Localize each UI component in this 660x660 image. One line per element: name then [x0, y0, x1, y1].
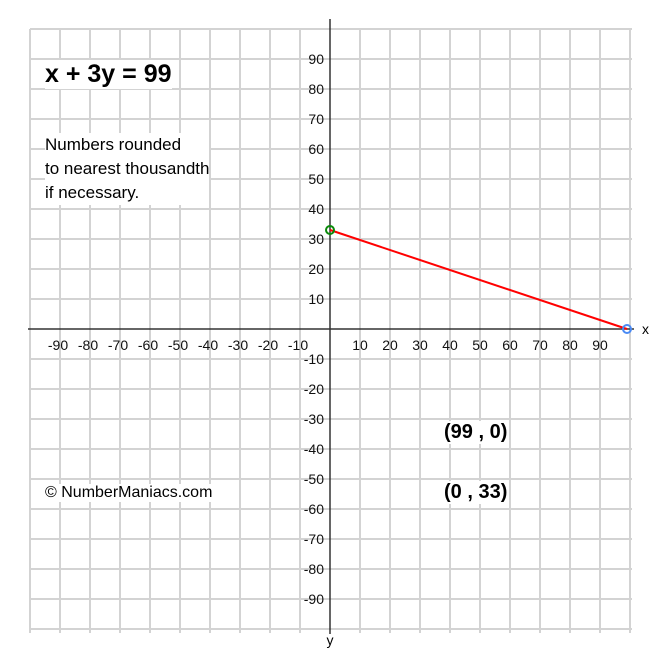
y-intercept-point: [325, 225, 335, 235]
y-tick-label: -40: [304, 441, 324, 457]
note-line: if necessary.: [45, 183, 140, 202]
y-tick-label: -10: [304, 351, 324, 367]
x-tick-label: -90: [48, 337, 68, 353]
y-axis-label: y: [327, 632, 334, 648]
x-tick-label: -80: [78, 337, 98, 353]
x-tick-label: 30: [412, 337, 428, 353]
note-line: Numbers rounded: [45, 135, 182, 154]
y-tick-label: 90: [308, 51, 324, 67]
y-tick-label: 10: [308, 291, 324, 307]
x-tick-label: 10: [352, 337, 368, 353]
x-tick-label: 80: [562, 337, 578, 353]
x-tick-label: -60: [138, 337, 158, 353]
x-tick-label: -70: [108, 337, 128, 353]
x-tick-label: -10: [288, 337, 308, 353]
y-tick-label: 30: [308, 231, 324, 247]
y-tick-label: -60: [304, 501, 324, 517]
x-tick-label: -40: [198, 337, 218, 353]
y-tick-label: 70: [308, 111, 324, 127]
y-tick-label: -50: [304, 471, 324, 487]
x-intercept-label: (99 , 0): [444, 421, 508, 444]
note-line: to nearest thousandth: [45, 159, 210, 178]
x-tick-label: -20: [258, 337, 278, 353]
x-tick-label: 20: [382, 337, 398, 353]
y-tick-label: -90: [304, 591, 324, 607]
equation-line: [329, 229, 628, 330]
y-tick-label: -30: [304, 411, 324, 427]
y-tick-label: -70: [304, 531, 324, 547]
x-tick-label: 50: [472, 337, 488, 353]
y-tick-label: 40: [308, 201, 324, 217]
x-tick-label: 70: [532, 337, 548, 353]
y-tick-label: 50: [308, 171, 324, 187]
equation-title: x + 3y = 99: [45, 60, 172, 89]
x-tick-label: -30: [228, 337, 248, 353]
y-tick-label: -20: [304, 381, 324, 397]
x-tick-label: 60: [502, 337, 518, 353]
x-tick-label: 40: [442, 337, 458, 353]
x-tick-label: 90: [592, 337, 608, 353]
y-intercept-label: (0 , 33): [444, 481, 508, 504]
rounding-note: Numbers rounded to nearest thousandth if…: [45, 133, 210, 205]
y-tick-label: 20: [308, 261, 324, 277]
y-tick-label: -80: [304, 561, 324, 577]
copyright: © NumberManiacs.com: [45, 484, 213, 502]
y-tick-label: 60: [308, 141, 324, 157]
x-axis-label: x: [642, 321, 649, 337]
x-tick-label: -50: [168, 337, 188, 353]
x-intercept-point: [622, 324, 632, 334]
y-tick-label: 80: [308, 81, 324, 97]
